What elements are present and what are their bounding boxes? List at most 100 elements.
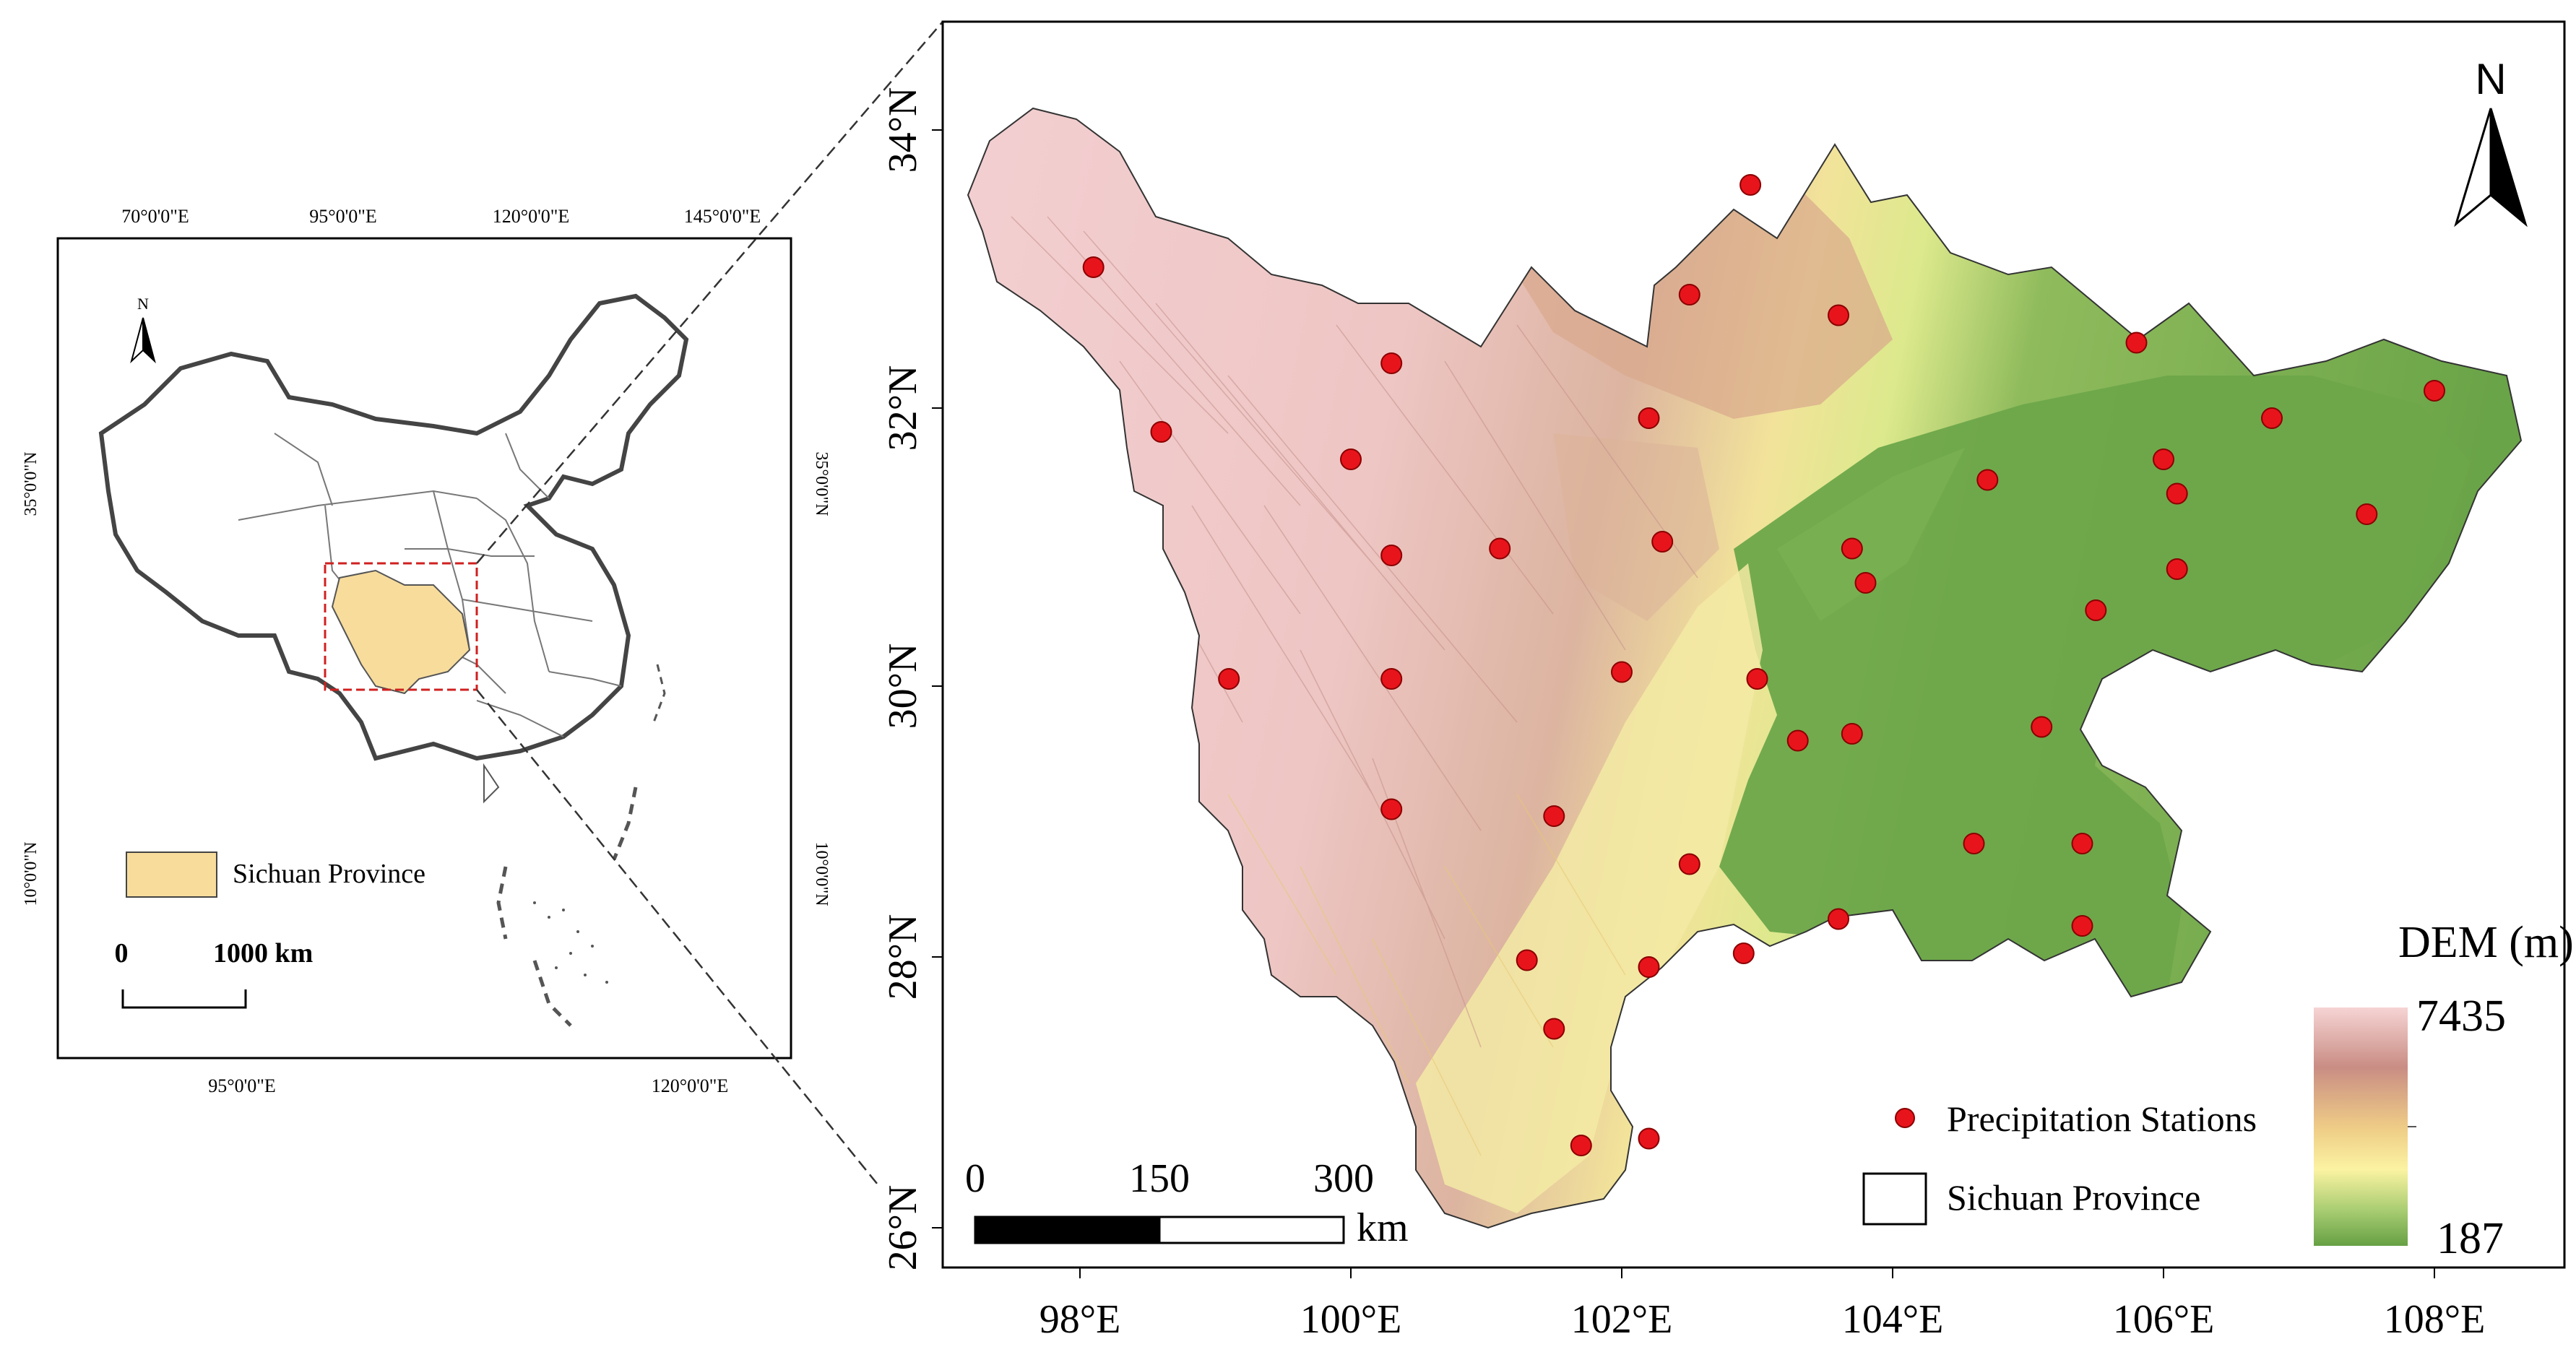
- x-tick-label: 106°E: [2113, 1297, 2215, 1342]
- precipitation-station-marker: [1786, 729, 1809, 752]
- y-tick-label: 30°N: [881, 644, 925, 729]
- inset-legend-label: Sichuan Province: [233, 859, 425, 889]
- precipitation-station-marker: [1570, 1135, 1592, 1156]
- precipitation-station-marker: [1638, 956, 1660, 978]
- main-scale-bar: 0 150 300 km: [965, 1156, 1409, 1250]
- precipitation-station-marker: [1828, 304, 1849, 326]
- precipitation-station-marker: [1638, 1127, 1660, 1150]
- inset-north-label: N: [137, 295, 149, 313]
- inset-bottom-lon-label: 95°0'0"E: [208, 1075, 276, 1096]
- precipitation-station-marker: [1678, 284, 1700, 306]
- dem-color-ramp: [2314, 1008, 2408, 1246]
- precipitation-station-marker: [1218, 668, 1240, 690]
- precipitation-station-marker: [2356, 503, 2378, 525]
- inset-top-lon-label: 145°0'0"E: [684, 206, 761, 227]
- precipitation-station-marker: [1543, 805, 1565, 827]
- inset-map: 70°0'0"E 95°0'0"E 120°0'0"E 145°0'0"E 95…: [22, 206, 831, 1096]
- inset-scale-text: 1000 km: [213, 938, 313, 968]
- precipitation-station-marker: [1150, 421, 1172, 443]
- precipitation-station-marker: [1380, 352, 1403, 374]
- y-tick-label: 34°N: [881, 87, 925, 173]
- precipitation-station-marker: [2085, 599, 2107, 621]
- scale-unit: km: [1357, 1205, 1409, 1250]
- precipitation-station-marker: [1678, 853, 1700, 875]
- inset-legend-swatch: [126, 852, 217, 898]
- precipitation-station-marker: [1380, 545, 1403, 566]
- precipitation-station-marker: [1489, 537, 1511, 560]
- precipitation-station-marker: [2166, 482, 2188, 505]
- precipitation-station-marker: [1380, 668, 1403, 690]
- x-tick-label: 104°E: [1842, 1297, 1944, 1342]
- precipitation-station-marker: [1746, 668, 1768, 690]
- precipitation-station-marker: [2125, 332, 2148, 354]
- precipitation-station-marker: [1651, 531, 1674, 552]
- inset-islands: [483, 664, 666, 1027]
- x-tick-label: 100°E: [1300, 1297, 1402, 1342]
- main-map: 98°E 100°E 102°E 104°E 106°E 108°E 26°N …: [881, 20, 2574, 1342]
- precipitation-station-marker: [2071, 915, 2093, 937]
- inset-left-lat-label: 35°0'0"N: [22, 451, 40, 516]
- connector-lines: [476, 21, 943, 1185]
- precipitation-station-marker: [1963, 833, 1985, 854]
- inset-left-lat-label: 10°0'0"N: [22, 841, 40, 906]
- x-tick-label: 102°E: [1571, 1297, 1673, 1342]
- precipitation-station-marker: [1082, 256, 1105, 278]
- inset-legend: Sichuan Province: [126, 852, 425, 898]
- scale-tick-label: 150: [1129, 1156, 1190, 1201]
- dem-legend: DEM (m) 7435 187: [2314, 918, 2574, 1263]
- inset-right-lat-label: 35°0'0"N: [812, 451, 831, 516]
- precipitation-station-marker: [2261, 407, 2283, 429]
- legend-station-marker: [1895, 1108, 1915, 1128]
- inset-top-lon-label: 120°0'0"E: [493, 206, 570, 227]
- precipitation-station-marker: [1854, 572, 1877, 594]
- y-tick-label: 26°N: [881, 1185, 925, 1271]
- precipitation-station-marker: [1841, 723, 1863, 745]
- precipitation-station-marker: [1340, 448, 1362, 470]
- precipitation-station-marker: [2031, 716, 2053, 738]
- inset-top-lon-label: 95°0'0"E: [309, 206, 377, 227]
- legend-station-label: Precipitation Stations: [1947, 1098, 2257, 1139]
- precipitation-station-marker: [1516, 949, 1538, 971]
- scale-tick-label: 300: [1313, 1156, 1374, 1201]
- precipitation-station-marker: [1611, 661, 1633, 683]
- precipitation-station-marker: [1739, 174, 1762, 196]
- y-tick-label: 32°N: [881, 365, 925, 451]
- main-legend: Precipitation Stations Sichuan Province: [1862, 1098, 2257, 1226]
- precipitation-station-marker: [1732, 942, 1755, 964]
- precipitation-station-marker: [1638, 407, 1660, 429]
- inset-sichuan-shape: [331, 569, 471, 695]
- legend-province-swatch: [1862, 1172, 1927, 1226]
- scale-tick-label: 0: [965, 1156, 985, 1201]
- precipitation-station-marker: [2153, 448, 2174, 470]
- y-tick-label: 28°N: [881, 914, 925, 1000]
- inset-scale-zero: 0: [115, 938, 129, 968]
- main-north-label: N: [2475, 55, 2506, 103]
- x-tick-label: 98°E: [1040, 1297, 1121, 1342]
- precipitation-station-marker: [1841, 537, 1863, 560]
- main-y-axis: 26°N 28°N 30°N 32°N 34°N: [881, 87, 943, 1271]
- precipitation-station-marker: [2071, 833, 2093, 854]
- dem-title: DEM (m): [2398, 918, 2574, 967]
- inset-scale-bar: 0 1000 km: [115, 938, 313, 1009]
- precipitation-station-marker: [2166, 558, 2188, 580]
- precipitation-station-marker: [1976, 469, 1999, 491]
- main-north-arrow-icon: N: [2454, 55, 2528, 228]
- station-layer: [1082, 174, 2445, 1156]
- dem-max-label: 7435: [2416, 992, 2506, 1041]
- precipitation-station-marker: [1380, 798, 1403, 820]
- legend-province-label: Sichuan Province: [1947, 1177, 2200, 1218]
- precipitation-station-marker: [1828, 908, 1849, 930]
- precipitation-station-marker: [1543, 1018, 1565, 1040]
- sichuan-dem: [967, 108, 2522, 1228]
- dem-min-label: 187: [2437, 1214, 2504, 1263]
- inset-north-arrow-icon: N: [130, 295, 156, 364]
- x-tick-label: 108°E: [2384, 1297, 2486, 1342]
- inset-top-lon-label: 70°0'0"E: [121, 206, 189, 227]
- inset-extent-box: [324, 562, 478, 691]
- inset-bottom-lon-label: 120°0'0"E: [652, 1075, 729, 1096]
- precipitation-station-marker: [2424, 380, 2445, 402]
- inset-dots: [533, 901, 608, 984]
- inset-right-lat-label: 10°0'0"N: [812, 841, 831, 906]
